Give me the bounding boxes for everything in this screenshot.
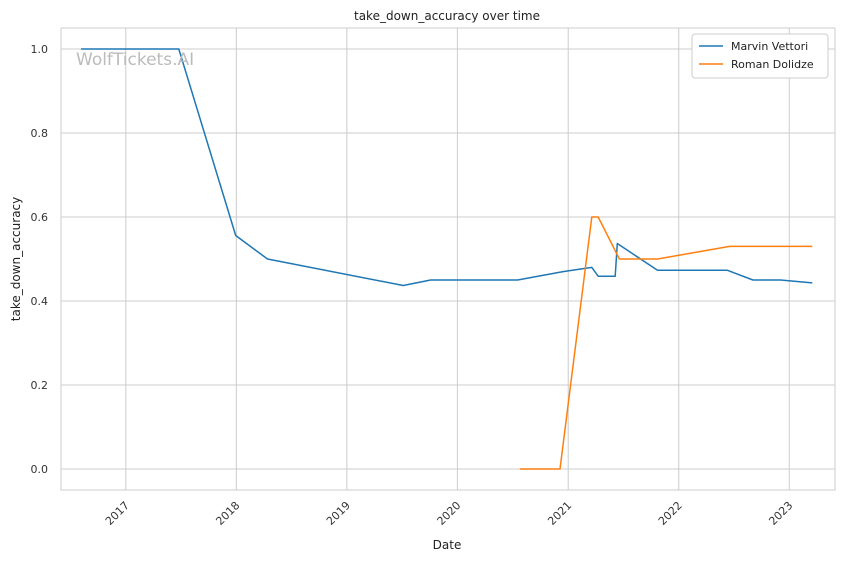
legend: Marvin Vettori Roman Dolidze — [691, 33, 829, 79]
y-tick-label: 0.0 — [31, 463, 49, 476]
series-line-0 — [81, 48, 813, 287]
x-tick-label: 2018 — [213, 499, 242, 528]
watermark: WolfTickets.AI — [76, 50, 194, 70]
x-tick-label: 2017 — [103, 499, 132, 528]
y-tick-labels: 0.0 0.2 0.4 0.6 0.8 1.0 — [31, 43, 49, 476]
x-tick-label: 2021 — [545, 499, 574, 528]
chart-title: take_down_accuracy over time — [354, 9, 540, 23]
gridlines — [61, 28, 835, 490]
y-tick-label: 0.6 — [31, 211, 49, 224]
legend-label-0: Marvin Vettori — [731, 40, 808, 53]
x-axis-label: Date — [433, 538, 462, 552]
x-tick-label: 2019 — [324, 499, 353, 528]
x-tick-labels: 2017 2018 2019 2020 2021 2022 2023 — [103, 499, 795, 528]
plot-frame — [60, 27, 836, 491]
x-tick-label: 2023 — [766, 499, 795, 528]
x-tick-label: 2020 — [435, 499, 464, 528]
series-line-1 — [519, 216, 813, 470]
x-tick-label: 2022 — [656, 499, 685, 528]
y-tick-label: 0.2 — [31, 379, 49, 392]
legend-box — [691, 33, 829, 79]
y-tick-label: 0.8 — [31, 127, 49, 140]
y-tick-label: 0.4 — [31, 295, 49, 308]
y-axis-label: take_down_accuracy — [9, 197, 23, 321]
plot-series — [81, 48, 813, 470]
y-tick-label: 1.0 — [31, 43, 49, 56]
legend-label-1: Roman Dolidze — [731, 58, 814, 71]
